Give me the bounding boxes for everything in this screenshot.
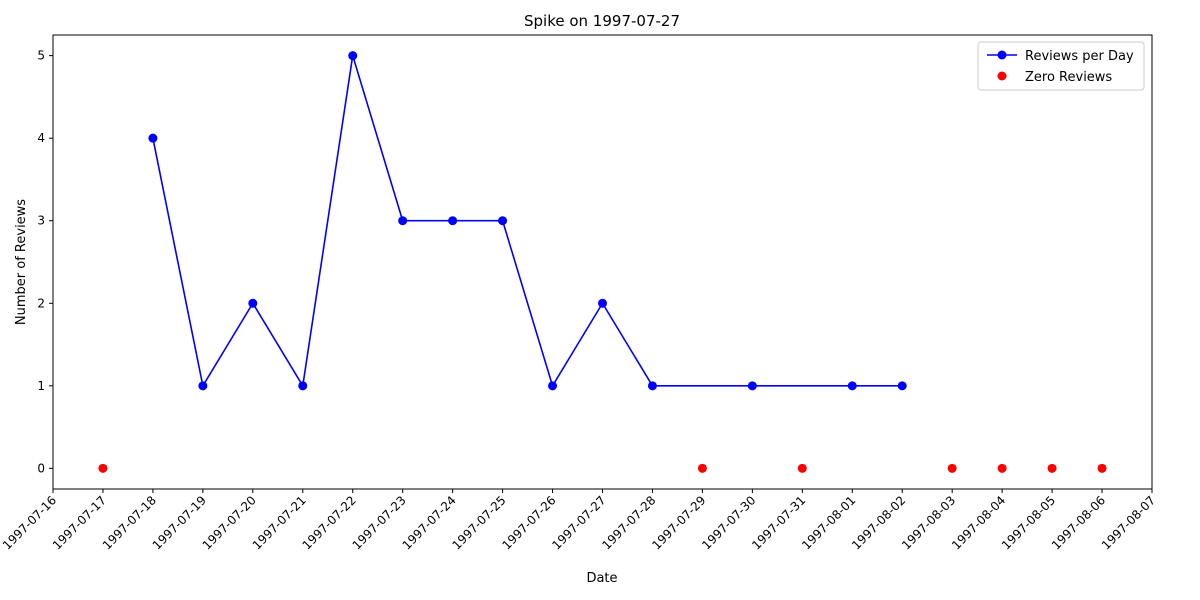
data-point-reviews-per-day (398, 216, 408, 226)
data-point-zero-reviews (797, 463, 807, 473)
data-point-reviews-per-day (647, 381, 657, 391)
data-point-reviews-per-day (548, 381, 558, 391)
legend-box (977, 41, 1145, 91)
y-tick-label: 4 (37, 131, 45, 145)
data-point-reviews-per-day (498, 216, 508, 226)
y-tick-label: 5 (37, 49, 45, 63)
series-line-reviews-per-day (152, 54, 903, 387)
legend-label-zero-reviews: Zero Reviews (1025, 70, 1112, 85)
y-tick-label: 2 (37, 296, 45, 310)
plot-area (98, 51, 1107, 473)
legend-label-reviews-per-day: Reviews per Day (1025, 49, 1134, 64)
data-point-reviews-per-day (248, 298, 258, 308)
data-point-reviews-per-day (148, 133, 158, 143)
legend: Reviews per Day Zero Reviews (977, 41, 1145, 91)
data-point-zero-reviews (997, 463, 1007, 473)
data-point-zero-reviews (98, 463, 108, 473)
x-axis-label: Date (586, 571, 617, 586)
data-point-reviews-per-day (198, 381, 208, 391)
data-point-zero-reviews (1097, 463, 1107, 473)
legend-scatter-marker (997, 71, 1007, 81)
data-point-zero-reviews (697, 463, 707, 473)
y-tick-label: 3 (37, 214, 45, 228)
data-point-reviews-per-day (298, 381, 308, 391)
y-tick-label: 0 (37, 461, 45, 475)
y-tick-label: 1 (37, 379, 45, 393)
legend-line-marker (997, 50, 1007, 60)
data-point-reviews-per-day (598, 298, 607, 308)
data-point-reviews-per-day (747, 381, 757, 391)
data-point-zero-reviews (1047, 463, 1057, 473)
y-axis-label: Number of Reviews (14, 199, 29, 325)
data-point-reviews-per-day (448, 216, 458, 226)
data-point-reviews-per-day (348, 51, 358, 61)
data-point-reviews-per-day (847, 381, 857, 391)
y-axis: 0 1 2 3 4 5 (37, 49, 53, 475)
chart-title: Spike on 1997-07-27 (524, 12, 680, 30)
data-point-zero-reviews (947, 463, 957, 473)
data-point-reviews-per-day (897, 381, 907, 391)
